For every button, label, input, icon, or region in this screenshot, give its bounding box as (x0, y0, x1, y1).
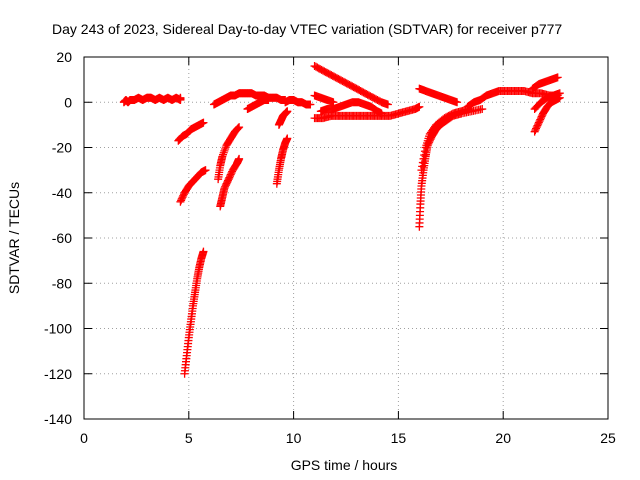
x-tick-label: 15 (391, 430, 407, 446)
y-axis: -140 -120 -100 -80 -60 -40 -20 0 20 (44, 49, 608, 427)
data-point (555, 93, 564, 102)
data-point (264, 95, 273, 104)
y-tick-label: 0 (64, 94, 72, 110)
x-axis-label: GPS time / hours (291, 457, 398, 473)
data-point (453, 98, 462, 107)
series-arc-9 (272, 134, 292, 188)
data-point (219, 150, 228, 159)
series-arc-20 (528, 73, 562, 93)
y-tick-label: -60 (52, 230, 72, 246)
chart-title: Day 243 of 2023, Sidereal Day-to-day VTE… (52, 21, 562, 37)
data-point (418, 162, 427, 171)
data-point (220, 146, 229, 155)
data-point (235, 154, 244, 163)
data-point (420, 147, 429, 156)
x-tick-label: 10 (286, 430, 302, 446)
data-point (221, 145, 230, 154)
series-arc-22 (530, 93, 564, 136)
series-arc-14 (316, 98, 386, 118)
series-arc-8 (243, 95, 273, 114)
data-point (283, 134, 292, 143)
data-points (119, 62, 564, 378)
data-point (283, 107, 292, 116)
grid (84, 57, 608, 419)
data-point (176, 93, 185, 102)
data-point (201, 166, 210, 175)
series-arc-10 (274, 107, 292, 129)
data-point (417, 166, 426, 175)
series-arc-6 (214, 123, 244, 184)
series-arc-3 (176, 166, 210, 206)
y-tick-label: -80 (52, 275, 72, 291)
series-arc-15 (310, 102, 424, 123)
data-point (235, 123, 244, 132)
data-point (478, 105, 487, 114)
data-point (306, 100, 315, 109)
series-arc-16 (415, 105, 487, 231)
x-tick-label: 5 (185, 430, 193, 446)
y-tick-label: -40 (52, 185, 72, 201)
series-arc-13 (310, 91, 338, 107)
data-point (418, 158, 427, 167)
data-point (218, 152, 227, 161)
data-point (419, 154, 428, 163)
series-arc-4 (180, 247, 208, 378)
data-point (199, 118, 208, 127)
series-arc-1 (119, 93, 185, 107)
y-tick-label: -140 (44, 411, 72, 427)
y-tick-label: 20 (56, 49, 72, 65)
series-arc-11 (281, 95, 315, 109)
x-tick-label: 0 (80, 430, 88, 446)
data-point (383, 100, 392, 109)
x-tick-label: 20 (495, 430, 511, 446)
series-arc-2 (174, 118, 208, 145)
plot-frame (83, 56, 609, 420)
data-point (233, 124, 242, 133)
y-tick-label: -120 (44, 366, 72, 382)
y-tick-label: -100 (44, 321, 72, 337)
series-arc-7 (216, 154, 244, 211)
data-point (415, 102, 424, 111)
x-axis: 0 5 10 15 20 25 (80, 57, 616, 446)
data-point (420, 151, 429, 160)
data-point (199, 247, 208, 256)
data-point (553, 73, 562, 82)
x-tick-label: 25 (600, 430, 616, 446)
data-point (234, 123, 243, 132)
series-arc-18 (415, 84, 462, 107)
series-arc-12 (310, 62, 392, 109)
data-point (219, 148, 228, 157)
y-axis-label: SDTVAR / TECUs (6, 182, 22, 294)
data-point (329, 98, 338, 107)
y-tick-label: -20 (52, 140, 72, 156)
